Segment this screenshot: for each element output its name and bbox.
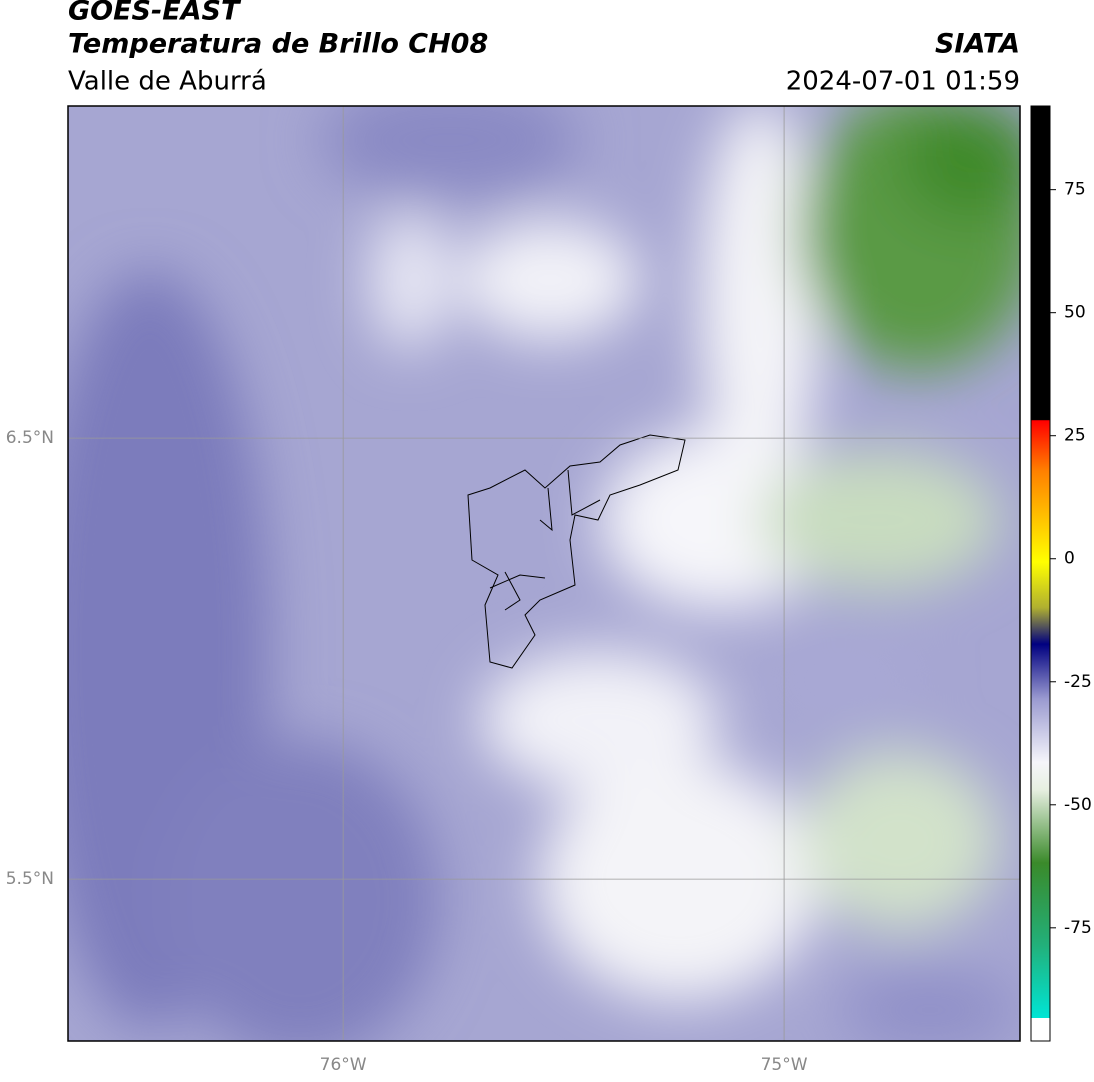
map-frame: [67, 105, 1021, 1042]
lat-label: 6.5°N: [6, 428, 54, 448]
colorbar-tick-label: 50: [1064, 303, 1086, 323]
datetime: 2024-07-01 01:59: [786, 67, 1020, 97]
source: SIATA: [935, 29, 1020, 60]
colorbar-tick-label: 0: [1064, 549, 1075, 569]
subtitle: Temperatura de Brillo CH08: [68, 29, 488, 60]
colorbar-under: [1031, 1018, 1050, 1041]
graticule: [68, 106, 1020, 1041]
colorbar-tick-label: -50: [1064, 795, 1092, 815]
title: GOES-EAST: [68, 0, 242, 27]
lon-label: 75°W: [761, 1055, 808, 1075]
region: Valle de Aburrá: [68, 67, 267, 97]
colorbar-frame: [1030, 105, 1051, 1042]
colorbar-tick-label: 25: [1064, 426, 1086, 446]
municipal-boundaries: [467, 434, 686, 669]
colorbar: [1031, 106, 1050, 1018]
satellite-image: [68, 106, 1020, 1041]
lat-label: 5.5°N: [6, 869, 54, 889]
colorbar-tick-label: -75: [1064, 918, 1092, 938]
colorbar-tick-label: -25: [1064, 672, 1092, 692]
lon-label: 76°W: [320, 1055, 367, 1075]
colorbar-tick-label: 75: [1064, 180, 1086, 200]
